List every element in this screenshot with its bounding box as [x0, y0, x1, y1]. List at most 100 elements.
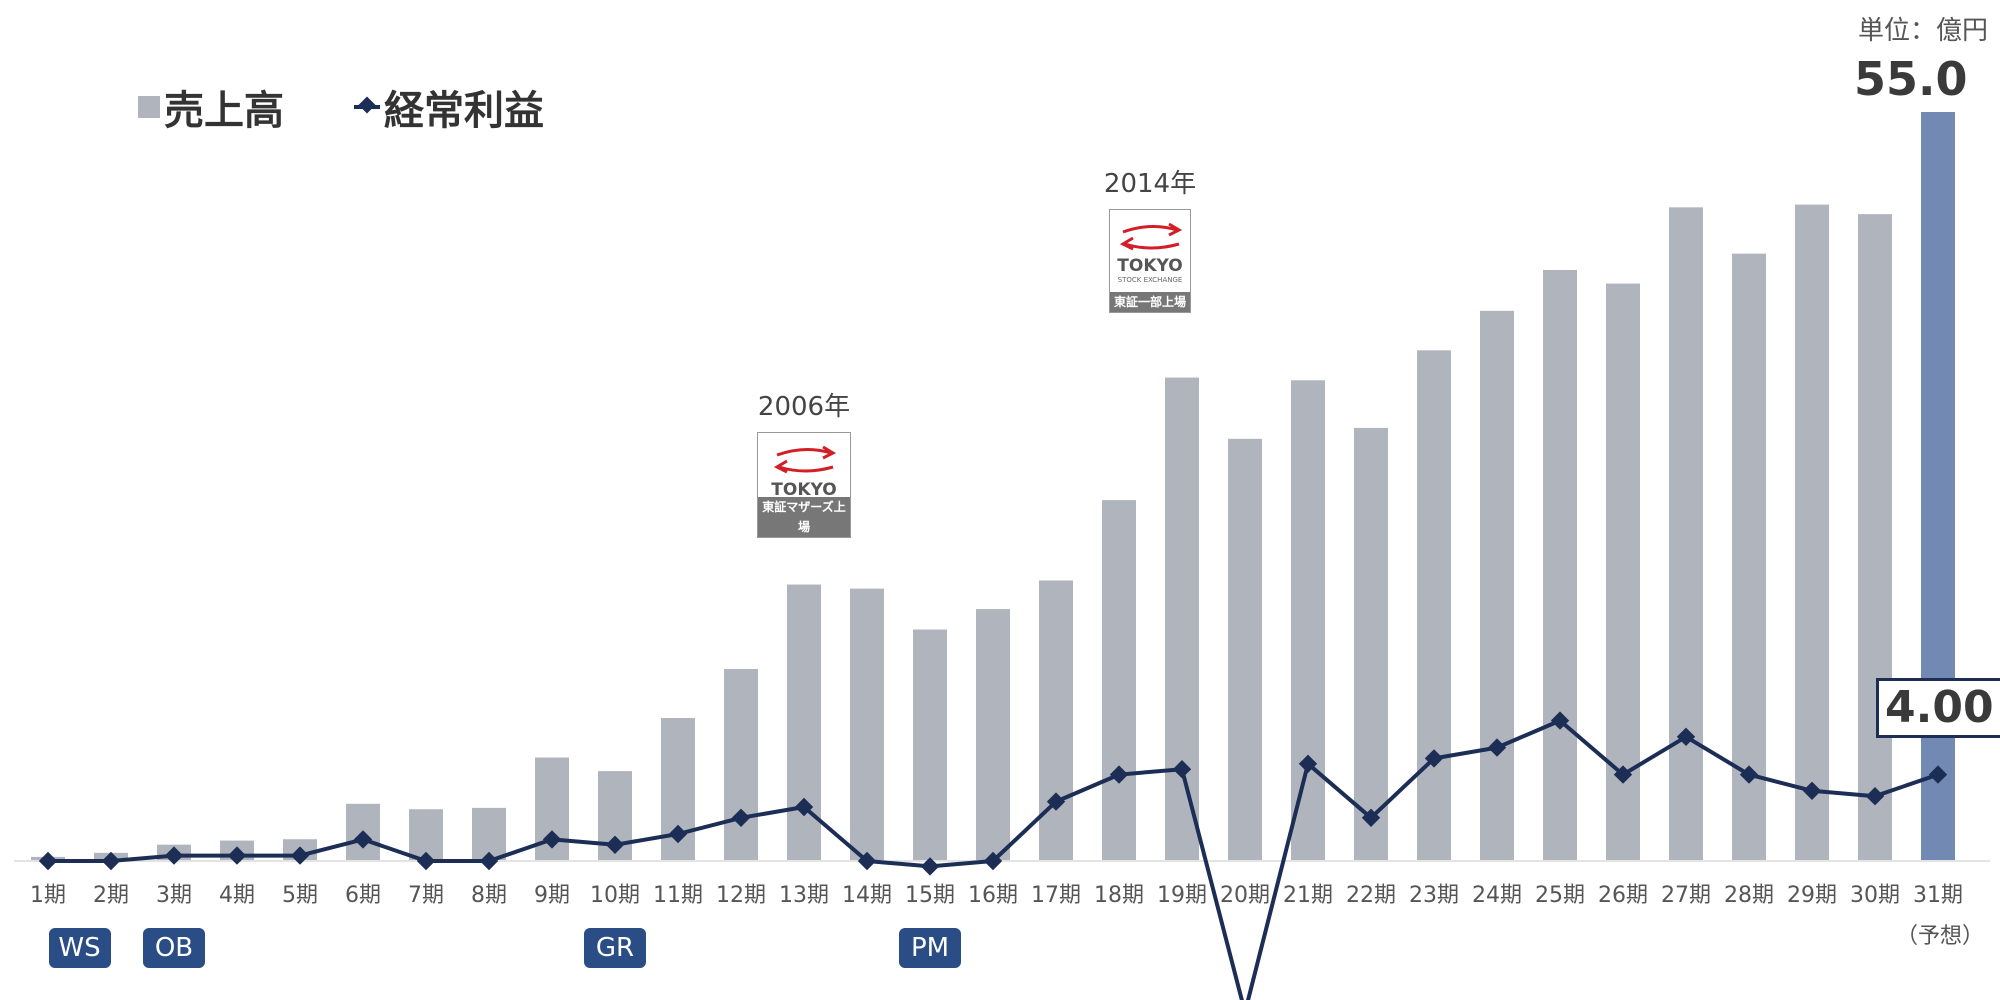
x-tick-label: 21期 — [1283, 883, 1333, 908]
profit-line-layer — [38, 711, 1948, 1000]
listing-year-label: 2014年 — [1103, 169, 1197, 199]
profit-point-21 — [1298, 754, 1318, 773]
profit-point-7 — [416, 851, 436, 871]
profit-point-22 — [1361, 808, 1381, 827]
profit-point-1 — [38, 851, 58, 871]
x-tick-label: 14期 — [842, 883, 892, 908]
profit-point-27 — [1676, 727, 1696, 746]
profit-point-18 — [1109, 765, 1129, 784]
x-tick-label: 19期 — [1157, 883, 1207, 908]
x-tick-label: 4期 — [219, 883, 255, 908]
badge-ob: OB — [143, 928, 205, 968]
x-tick-label: 9期 — [534, 883, 570, 908]
profit-point-26 — [1613, 765, 1633, 784]
profit-point-4 — [227, 846, 247, 865]
profit-point-15 — [920, 857, 940, 876]
profit-point-23 — [1424, 749, 1444, 768]
sales-last-value-label: 55.0 — [1854, 52, 1968, 106]
x-tick-label: 15期 — [905, 883, 955, 908]
profit-point-2 — [101, 851, 121, 871]
x-tick-label: 11期 — [653, 883, 703, 908]
profit-point-14 — [857, 851, 877, 871]
profit-point-24 — [1487, 738, 1507, 757]
x-tick-label: 30期 — [1850, 883, 1900, 908]
sales-bar-21 — [1291, 380, 1325, 861]
profit-point-12 — [731, 808, 751, 827]
x-tick-label: 28期 — [1724, 883, 1774, 908]
x-tick-label: 29期 — [1787, 883, 1837, 908]
x-tick-label: 2期 — [93, 883, 129, 908]
sales-bar-29 — [1795, 204, 1829, 861]
tse-logo-2: TOKYO STOCK EXCHANGE 東証一部上場 — [1109, 209, 1191, 313]
x-tick-label: 12期 — [716, 883, 766, 908]
legend-bar-swatch — [138, 96, 160, 118]
x-tick-label: 27期 — [1661, 883, 1711, 908]
x-tick-label: 31期 — [1913, 883, 1963, 908]
x-tick-label: 22期 — [1346, 883, 1396, 908]
profit-point-31 — [1928, 765, 1948, 784]
profit-point-9 — [542, 830, 562, 849]
profit-point-6 — [353, 830, 373, 849]
legend-line-swatch — [354, 105, 380, 109]
sales-bar-17 — [1039, 580, 1073, 861]
sales-bar-25 — [1543, 269, 1577, 861]
legend-item-sales: 売上高 — [138, 78, 284, 136]
sales-bar-23 — [1417, 350, 1451, 861]
x-tick-label: 24期 — [1472, 883, 1522, 908]
x-tick-label: 8期 — [471, 883, 507, 908]
unit-label: 単位：億円 — [1857, 16, 1988, 46]
x-tick-label: 1期 — [30, 883, 66, 908]
legend: 売上高 経常利益 — [138, 78, 614, 136]
x-tick-label: 25期 — [1535, 883, 1585, 908]
profit-point-28 — [1739, 765, 1759, 784]
sales-bar-27 — [1669, 207, 1703, 861]
sales-bar-22 — [1354, 427, 1388, 861]
sales-bar-15 — [913, 629, 947, 861]
profit-last-value-label: 4.00 — [1876, 678, 2000, 738]
profit-point-19 — [1172, 760, 1192, 779]
x-axis-ticks: 1期 2期 3期 4期 5期 6期 7期 8期 9期 10期 11期 12期 13期 14期 15期 16期 1… — [30, 883, 1963, 908]
tokyo-stock-exchange-logo-icon — [1119, 222, 1183, 251]
x-tick-label: 3期 — [156, 883, 192, 908]
tse-listing-caption: 東証マザーズ上場 — [758, 497, 850, 537]
badge-gr: GR — [584, 928, 646, 968]
tokyo-stock-exchange-logo-icon — [773, 445, 837, 474]
x-tick-label: 26期 — [1598, 883, 1648, 908]
profit-point-30 — [1865, 787, 1885, 806]
tse-logo-name: TOKYO — [1117, 255, 1183, 276]
x-tick-label: 17期 — [1031, 883, 1081, 908]
sales-bar-16 — [976, 609, 1010, 861]
sales-bar-20 — [1228, 438, 1262, 861]
legend-profit-label: 経常利益 — [384, 88, 544, 134]
sales-bar-12 — [724, 668, 758, 861]
profit-point-16 — [983, 851, 1003, 871]
profit-point-11 — [668, 824, 688, 844]
x-tick-label: 23期 — [1409, 883, 1459, 908]
profit-point-10 — [605, 835, 625, 854]
badge-pm: PM — [899, 928, 961, 968]
sales-bar-28 — [1732, 253, 1766, 861]
listing-year-label: 2006年 — [757, 392, 851, 422]
legend-sales-label: 売上高 — [164, 88, 284, 134]
tse-listing-caption: 東証一部上場 — [1110, 292, 1190, 312]
x-tick-label: 13期 — [779, 883, 829, 908]
x-tick-label: 5期 — [282, 883, 318, 908]
x-tick-label: 10期 — [590, 883, 640, 908]
profit-point-17 — [1046, 792, 1066, 811]
x-tick-label: 7期 — [408, 883, 444, 908]
forecast-note: （予想） — [1896, 924, 1985, 949]
profit-point-8 — [479, 851, 499, 871]
legend-item-profit: 経常利益 — [354, 78, 544, 136]
profit-point-25 — [1550, 711, 1570, 730]
profit-point-13 — [794, 797, 814, 817]
tse-logo-subtitle: STOCK EXCHANGE — [1117, 275, 1183, 284]
sales-bar-14 — [850, 588, 884, 861]
sales-bar-18 — [1102, 500, 1136, 861]
profit-point-5 — [290, 846, 310, 865]
x-tick-label: 6期 — [345, 883, 381, 908]
x-tick-label: 16期 — [968, 883, 1018, 908]
sales-bar-24 — [1480, 310, 1514, 861]
x-tick-label: 18期 — [1094, 883, 1144, 908]
